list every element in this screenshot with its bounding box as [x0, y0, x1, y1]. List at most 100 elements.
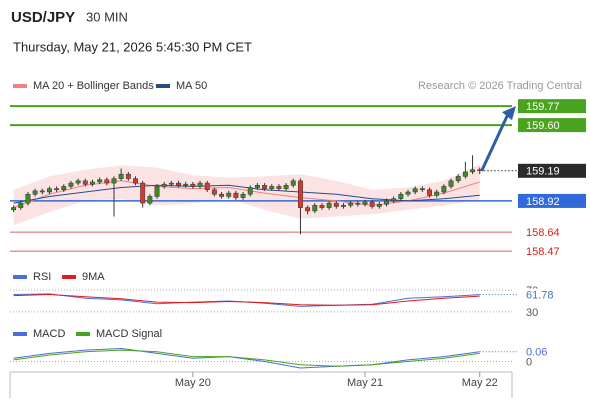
candle-body [462, 171, 468, 177]
candle-body [362, 201, 368, 205]
bollinger-band [13, 164, 480, 226]
candle-body [97, 179, 103, 183]
y-tick-label: 30 [526, 307, 538, 319]
candle-body [455, 176, 461, 182]
value-label: 61.78 [526, 290, 554, 302]
candle-body [427, 189, 432, 196]
candle-body [384, 200, 389, 205]
candle-body [39, 190, 45, 193]
candle-body [376, 204, 382, 207]
resistance-label-box [518, 99, 586, 114]
candle-body [348, 202, 354, 206]
value-label: 0.06 [526, 347, 547, 359]
candle-body [104, 179, 110, 184]
candle-body [470, 169, 476, 173]
resistance-label: 159.60 [526, 120, 560, 132]
candle-body [441, 186, 447, 193]
candle-body [32, 190, 38, 195]
pivot-label-box [518, 193, 586, 208]
candle-body [111, 178, 117, 184]
legend-label: MA 50 [176, 80, 207, 92]
candle-body [412, 188, 418, 193]
candle-body [168, 182, 174, 185]
forecast-arrow-head [502, 106, 516, 121]
legend-swatch [13, 332, 27, 336]
indicator-line [13, 347, 480, 369]
candle-body [434, 191, 440, 196]
legend-label: MACD [33, 328, 65, 340]
candle-body [125, 173, 131, 179]
candle-body [369, 201, 375, 207]
candle-body [226, 192, 232, 197]
legend-label: MA 20 + Bollinger Bands [33, 80, 154, 92]
candle-body [341, 205, 346, 207]
candle-body [204, 182, 210, 191]
candle-body [240, 193, 246, 198]
copyright: Research © 2026 Trading Central [418, 80, 582, 92]
candle-body [283, 185, 289, 189]
legend-label: 9MA [82, 271, 105, 283]
candle-body [319, 205, 325, 208]
legend-swatch [13, 84, 27, 88]
legend-label: RSI [33, 271, 51, 283]
candle-body [11, 207, 17, 211]
candle-body [18, 202, 24, 208]
candle-body [183, 183, 189, 186]
forecast-arrow [480, 113, 510, 172]
price-label: 159.19 [526, 166, 560, 178]
moving-average [13, 184, 480, 204]
candle-body [176, 182, 181, 186]
moving-average [13, 180, 480, 209]
candle-body [448, 180, 454, 187]
support-label: 158.64 [526, 227, 560, 239]
resistance-label-box [518, 118, 586, 133]
candle-body [61, 186, 67, 191]
resistance-label: 159.77 [526, 101, 560, 113]
candle-body [355, 202, 361, 205]
candle-body [326, 202, 332, 208]
candle-body [333, 202, 339, 207]
candle-body [197, 182, 203, 187]
legend-swatch [13, 275, 27, 279]
value-label-bg [520, 345, 560, 358]
candle-body [82, 180, 88, 185]
candle-body [312, 205, 318, 212]
candle-body [25, 193, 31, 204]
candle-body [254, 185, 260, 188]
pivot-label: 158.92 [526, 196, 560, 208]
x-tick-label: May 20 [175, 377, 211, 389]
timestamp: Thursday, May 21, 2026 5:45:30 PM CET [13, 39, 252, 54]
indicator-line [13, 293, 480, 306]
candle-body [398, 193, 404, 199]
candle-body [133, 178, 138, 184]
support-label: 158.47 [526, 246, 560, 258]
candle-body [305, 207, 311, 212]
indicator-line [13, 349, 480, 367]
candle-body [391, 198, 397, 202]
price-label-box [518, 163, 586, 178]
indicator-line [13, 293, 480, 307]
symbol: USD/JPY [11, 9, 75, 26]
candle-body [297, 180, 303, 208]
candle-body [247, 187, 253, 195]
legend-swatch [156, 84, 170, 88]
legend-swatch [76, 332, 90, 336]
candle-body [46, 188, 52, 193]
candle-body [90, 181, 95, 185]
candle-body [211, 189, 217, 195]
candle-body [68, 182, 74, 187]
candle-body [140, 182, 146, 204]
candle-body [262, 185, 268, 189]
candle-body [54, 188, 60, 191]
candle-body [154, 186, 160, 197]
value-label-bg [520, 288, 560, 301]
candle-body [269, 186, 275, 189]
candle-body [405, 191, 411, 195]
legend-label: MACD Signal [96, 328, 162, 340]
candle-body [276, 186, 282, 189]
candle-body [190, 183, 196, 187]
legend-swatch [62, 275, 76, 279]
candle-body [419, 188, 425, 191]
candle-body [147, 196, 153, 204]
